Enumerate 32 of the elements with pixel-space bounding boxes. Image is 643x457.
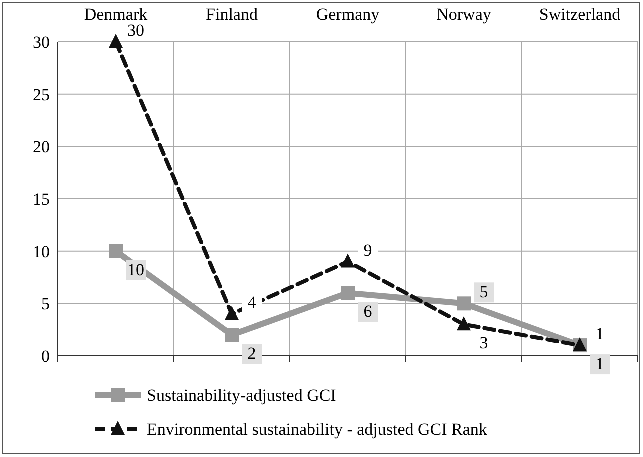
y-tick-label: 15 [33,190,50,209]
point [225,328,239,342]
data-label: 9 [364,240,372,260]
data-label: 4 [248,293,257,312]
point [457,296,471,311]
point [109,34,123,48]
y-tick-label: 0 [42,347,50,366]
point [341,286,355,300]
point [341,254,355,268]
legend-label: Sustainability-adjusted GCI [147,386,337,405]
x-tick-label: Denmark [84,5,148,24]
y-tick-label: 30 [33,33,50,52]
data-label: 1 [596,324,604,344]
y-tick-label: 20 [33,138,50,157]
point [457,316,471,331]
x-tick-label: Finland [206,5,258,24]
y-tick-label: 10 [33,242,50,262]
x-tick-label: Germany [316,5,380,24]
y-tick-label: 5 [42,294,50,314]
y-tick-label: 25 [33,85,50,104]
data-label: 2 [248,344,256,364]
legend-label: Environmental sustainability - adjusted GCI Rank [147,420,488,439]
data-label: 3 [480,334,488,353]
data-label: 10 [128,260,144,280]
point [109,244,123,258]
data-label: 5 [480,282,488,302]
data-label: 6 [364,302,372,322]
data-label: 1 [596,354,604,374]
x-tick-label: Switzerland [539,5,622,24]
point [225,306,239,320]
data-label: 30 [128,21,144,40]
x-tick-label: Norway [436,5,492,24]
